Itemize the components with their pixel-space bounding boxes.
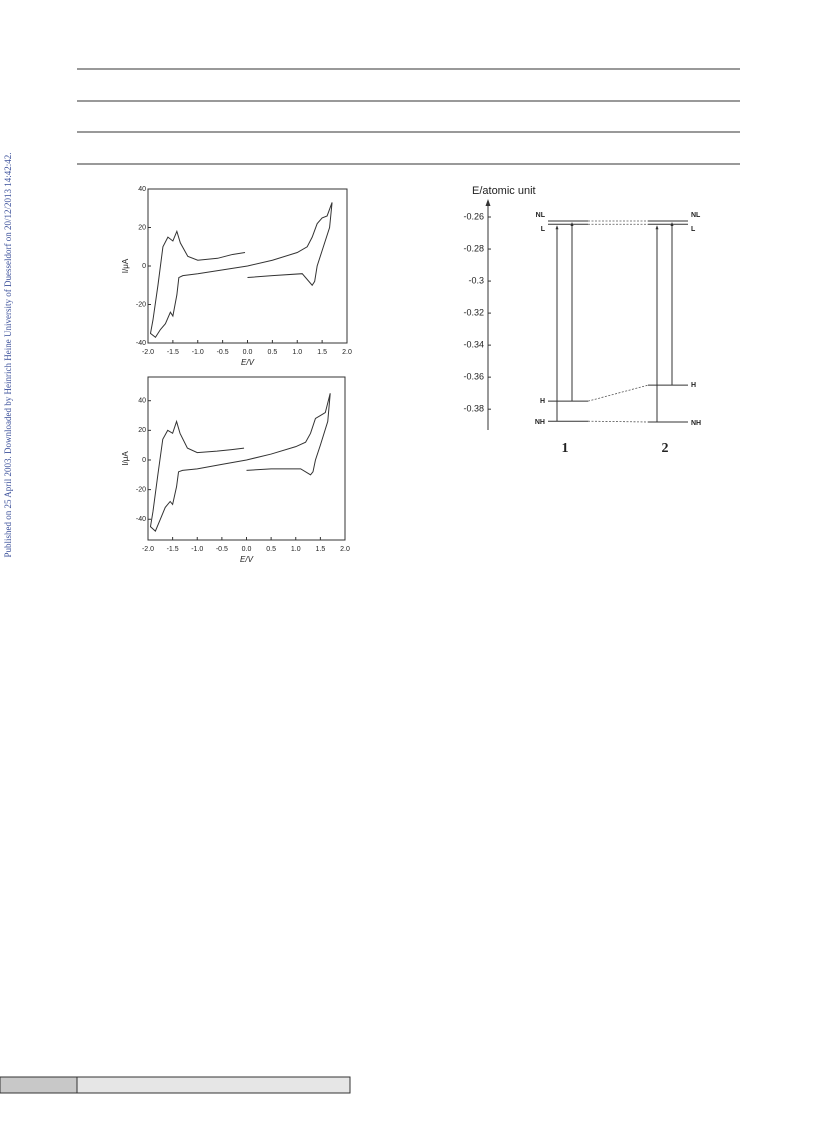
sidebar-note: Published on 25 April 2003. Downloaded b…: [3, 153, 13, 558]
y-tick-label: 40: [138, 398, 146, 405]
y-tick-label: 0: [142, 263, 146, 270]
level-label: L: [541, 226, 546, 233]
x-tick-label: -1.5: [167, 546, 179, 553]
y-tick-label: -0.34: [463, 340, 484, 350]
compound-label: 1: [562, 441, 569, 456]
y-tick-label: -40: [136, 516, 146, 523]
x-tick-label: -2.0: [142, 546, 154, 553]
x-tick-label: -0.5: [217, 349, 229, 356]
cv-curve: [149, 202, 333, 338]
x-tick-label: 1.0: [292, 349, 302, 356]
y-tick-label: 0: [142, 457, 146, 464]
transition-arrow: [655, 225, 659, 230]
y-tick-label: -20: [136, 486, 146, 493]
x-tick-label: -1.0: [191, 546, 203, 553]
x-axis-label: E/V: [240, 555, 254, 564]
level-label: H: [691, 382, 696, 389]
x-tick-label: 0.5: [268, 349, 278, 356]
x-tick-label: -0.5: [216, 546, 228, 553]
level-label: NH: [535, 419, 545, 426]
transition-arrow: [570, 222, 574, 227]
level-label: L: [691, 226, 696, 233]
x-tick-label: 1.5: [317, 349, 327, 356]
y-tick-label: -0.26: [463, 211, 484, 221]
x-tick-label: -1.5: [167, 349, 179, 356]
x-tick-label: 1.0: [291, 546, 301, 553]
y-tick-label: 20: [138, 224, 146, 231]
y-tick-label: 20: [138, 427, 146, 434]
x-tick-label: 2.0: [340, 546, 350, 553]
x-tick-label: 0.5: [266, 546, 276, 553]
level-label: NL: [536, 212, 546, 219]
x-tick-label: 0.0: [243, 349, 253, 356]
y-tick-label: -0.3: [468, 275, 484, 285]
x-tick-label: -2.0: [142, 349, 154, 356]
level-label: NL: [691, 212, 701, 219]
x-tick-label: 0.0: [242, 546, 252, 553]
axis-arrow: [485, 199, 491, 206]
y-tick-label: -0.32: [463, 307, 484, 317]
transition-arrow: [555, 225, 559, 230]
y-axis-label: I/μA: [121, 451, 130, 466]
transition-arrow: [670, 222, 674, 227]
level-connector: [587, 384, 649, 402]
x-tick-label: 2.0: [342, 349, 352, 356]
x-axis-label: E/V: [241, 358, 255, 367]
y-tick-label: -0.36: [463, 372, 484, 382]
level-label: H: [540, 398, 545, 405]
y-tick-label: -0.38: [463, 404, 484, 414]
x-tick-label: -1.0: [192, 349, 204, 356]
compound-label: 2: [662, 441, 669, 456]
level-connector: [587, 420, 649, 423]
footer-box: [0, 1076, 78, 1094]
y-tick-label: -0.28: [463, 243, 484, 253]
cv-curve: [149, 393, 331, 532]
y-tick-label: 40: [138, 186, 146, 193]
y-axis-label: E/atomic unit: [472, 185, 536, 197]
y-axis-label: I/μA: [121, 258, 130, 273]
y-tick-label: -40: [136, 340, 146, 347]
y-tick-label: -20: [136, 301, 146, 308]
x-tick-label: 1.5: [316, 546, 326, 553]
level-label: NH: [691, 420, 701, 427]
footer-box: [76, 1076, 351, 1094]
